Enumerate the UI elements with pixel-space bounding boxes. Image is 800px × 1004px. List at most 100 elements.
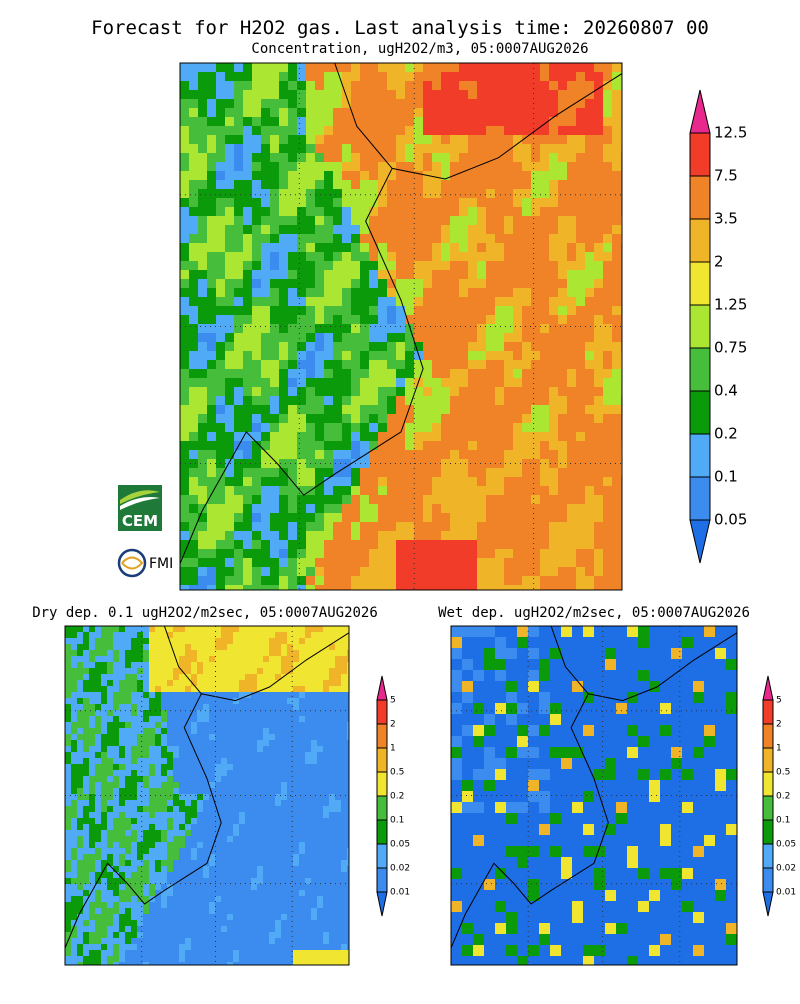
map-cell <box>585 549 594 558</box>
map-cell <box>113 698 119 704</box>
map-cell <box>441 450 450 459</box>
map-cell <box>189 216 198 225</box>
map-cell <box>558 369 567 378</box>
map-cell <box>125 812 131 818</box>
map-cell <box>216 153 225 162</box>
map-cell <box>522 108 531 117</box>
map-cell <box>233 632 239 638</box>
map-cell <box>263 752 269 758</box>
map-cell <box>432 108 441 117</box>
map-cell <box>270 513 279 522</box>
map-cell <box>329 800 335 806</box>
map-cell <box>432 423 441 432</box>
map-cell <box>239 776 245 782</box>
map-cell <box>252 180 261 189</box>
map-cell <box>329 716 335 722</box>
map-cell <box>245 644 251 650</box>
map-cell <box>107 836 113 842</box>
map-cell <box>251 746 257 752</box>
map-cell <box>612 396 621 405</box>
map-cell <box>317 788 323 794</box>
map-cell <box>378 486 387 495</box>
map-cell <box>594 315 603 324</box>
map-cell <box>414 225 423 234</box>
map-cell <box>95 788 101 794</box>
map-cell <box>522 279 531 288</box>
map-cell <box>185 812 191 818</box>
map-cell <box>275 866 281 872</box>
map-cell <box>95 746 101 752</box>
map-cell <box>209 776 215 782</box>
map-cell <box>239 830 245 836</box>
map-cell <box>540 585 549 590</box>
map-cell <box>173 728 179 734</box>
map-cell <box>540 495 549 504</box>
map-cell <box>315 549 324 558</box>
map-cell <box>225 63 234 72</box>
map-cell <box>288 351 297 360</box>
map-cell <box>576 81 585 90</box>
map-cell <box>77 674 83 680</box>
map-cell <box>323 854 329 860</box>
map-cell <box>323 650 329 656</box>
map-cell <box>504 414 513 423</box>
map-cell <box>275 632 281 638</box>
map-cell <box>323 668 329 674</box>
map-cell <box>252 279 261 288</box>
map-cell <box>351 189 360 198</box>
map-cell <box>107 740 113 746</box>
map-cell <box>396 549 405 558</box>
map-cell <box>125 770 131 776</box>
map-cell <box>77 818 83 824</box>
map-cell <box>65 794 71 800</box>
map-cell <box>396 90 405 99</box>
map-cell <box>233 746 239 752</box>
map-cell <box>275 770 281 776</box>
map-cell <box>513 207 522 216</box>
map-cell <box>269 860 275 866</box>
map-cell <box>275 716 281 722</box>
map-cell <box>191 842 197 848</box>
map-cell <box>143 800 149 806</box>
map-cell <box>323 728 329 734</box>
map-cell <box>594 495 603 504</box>
map-cell <box>612 477 621 486</box>
map-cell <box>257 830 263 836</box>
map-cell <box>369 99 378 108</box>
map-cell <box>180 369 189 378</box>
map-cell <box>269 626 275 632</box>
map-cell <box>216 180 225 189</box>
map-cell <box>189 513 198 522</box>
map-cell <box>306 504 315 513</box>
map-cell <box>504 189 513 198</box>
map-cell <box>77 794 83 800</box>
map-cell <box>405 450 414 459</box>
map-cell <box>378 171 387 180</box>
map-cell <box>567 531 576 540</box>
map-cell <box>275 764 281 770</box>
map-cell <box>558 387 567 396</box>
map-cell <box>243 207 252 216</box>
map-cell <box>576 180 585 189</box>
map-cell <box>155 704 161 710</box>
map-cell <box>612 522 621 531</box>
map-cell <box>281 764 287 770</box>
map-cell <box>180 495 189 504</box>
map-cell <box>239 818 245 824</box>
map-cell <box>329 782 335 788</box>
map-cell <box>101 764 107 770</box>
map-cell <box>540 288 549 297</box>
map-cell <box>549 360 558 369</box>
map-cell <box>207 108 216 117</box>
map-cell <box>297 297 306 306</box>
map-cell <box>576 315 585 324</box>
map-cell <box>149 782 155 788</box>
map-cell <box>378 135 387 144</box>
map-cell <box>396 558 405 567</box>
map-cell <box>369 297 378 306</box>
map-cell <box>396 522 405 531</box>
map-cell <box>225 171 234 180</box>
map-cell <box>89 866 95 872</box>
map-cell <box>432 270 441 279</box>
map-cell <box>293 866 299 872</box>
